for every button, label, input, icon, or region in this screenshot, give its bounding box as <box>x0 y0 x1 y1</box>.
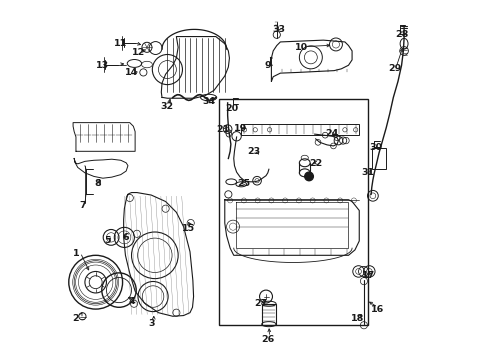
Text: 6: 6 <box>122 233 128 242</box>
Text: 24: 24 <box>325 129 338 138</box>
Text: 27: 27 <box>254 299 267 308</box>
Text: 5: 5 <box>104 237 111 246</box>
Text: 28: 28 <box>395 30 408 39</box>
Text: 15: 15 <box>182 224 195 233</box>
Text: 7: 7 <box>79 201 85 210</box>
Text: 11: 11 <box>114 39 127 48</box>
Text: 22: 22 <box>309 159 322 168</box>
Text: 8: 8 <box>94 179 101 188</box>
Bar <box>241 125 359 135</box>
Text: 29: 29 <box>387 64 401 73</box>
Text: 21: 21 <box>216 125 229 134</box>
Text: 33: 33 <box>271 25 285 34</box>
Text: 1: 1 <box>73 249 79 258</box>
Text: 19: 19 <box>234 123 247 132</box>
Text: 12: 12 <box>132 48 145 57</box>
Bar <box>371 148 386 169</box>
Text: 3: 3 <box>148 319 154 328</box>
Text: 34: 34 <box>202 96 215 105</box>
Text: 13: 13 <box>96 61 109 70</box>
Text: 14: 14 <box>124 68 138 77</box>
Text: 18: 18 <box>350 314 364 323</box>
Bar <box>219 99 367 325</box>
Text: 10: 10 <box>295 43 308 52</box>
Text: 9: 9 <box>264 61 270 70</box>
Text: 26: 26 <box>261 335 274 344</box>
Text: 32: 32 <box>161 102 174 111</box>
Text: 31: 31 <box>361 168 374 177</box>
Text: 23: 23 <box>247 147 260 156</box>
Text: 4: 4 <box>128 297 135 306</box>
Text: 25: 25 <box>236 179 249 188</box>
Text: 17: 17 <box>361 270 374 279</box>
Text: 2: 2 <box>73 314 79 323</box>
Text: 16: 16 <box>370 305 383 314</box>
Text: 20: 20 <box>225 104 238 113</box>
Bar <box>261 304 276 325</box>
Circle shape <box>304 172 313 181</box>
Text: 30: 30 <box>368 143 381 152</box>
